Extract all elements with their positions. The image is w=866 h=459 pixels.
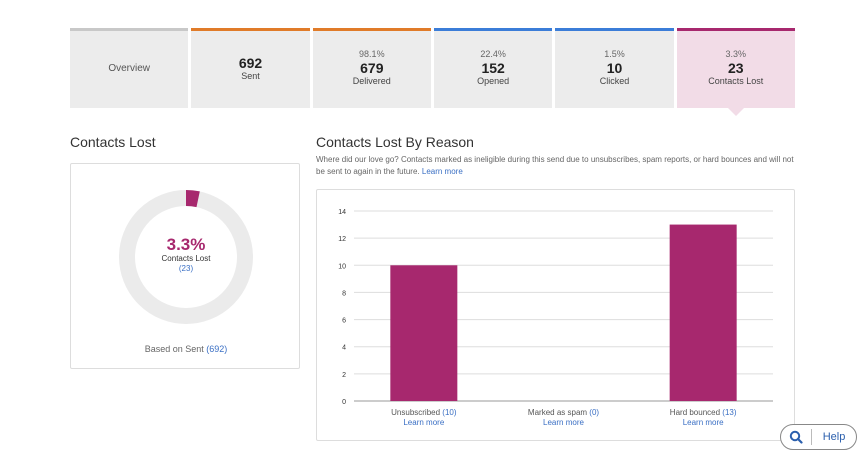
category-learn-more-link[interactable]: Learn more xyxy=(403,418,444,427)
tab-overview[interactable]: Overview xyxy=(70,28,189,108)
y-tick-label: 12 xyxy=(338,236,346,243)
tab-clicked-label: Clicked xyxy=(599,76,630,86)
donut-center: 3.3% Contacts Lost (23) xyxy=(71,236,301,274)
bar-hard-bounced xyxy=(669,224,737,401)
y-tick-label: 4 xyxy=(342,345,346,352)
by-reason-description-text: Where did our love go? Contacts marked a… xyxy=(316,155,794,176)
tab-sent-bar xyxy=(191,28,310,31)
x-tick-label: Unsubscribed (10) xyxy=(391,408,457,417)
by-reason-title: Contacts Lost By Reason xyxy=(316,134,474,150)
tab-contacts-lost-percent: 3.3% xyxy=(725,49,747,59)
metrics-tabs: Overview 692 Sent 98.1% 679 Delivered 22… xyxy=(70,28,795,116)
tab-clicked-count: 10 xyxy=(606,60,623,76)
tab-overview-label: Overview xyxy=(108,62,150,74)
tab-contacts-lost[interactable]: 3.3% 23 Contacts Lost xyxy=(676,28,795,116)
tab-delivered[interactable]: 98.1% 679 Delivered xyxy=(312,28,431,108)
tab-delivered-label: Delivered xyxy=(352,76,391,86)
y-tick-label: 6 xyxy=(342,318,346,325)
search-icon xyxy=(781,430,811,444)
by-reason-chart-card: 0 2 4 6 8 10 12 14 Unsubscribed (10) Learn more Ma… xyxy=(316,189,795,441)
y-tick-label: 10 xyxy=(338,263,346,270)
tab-clicked-percent: 1.5% xyxy=(604,49,625,59)
x-tick-label: Hard bounced (13) xyxy=(670,408,737,417)
tab-opened-count: 152 xyxy=(481,60,505,76)
tab-sent[interactable]: 692 Sent xyxy=(191,28,310,108)
y-tick-label: 2 xyxy=(342,372,346,379)
tab-contacts-lost-label: Contacts Lost xyxy=(708,76,764,86)
donut-percent: 3.3% xyxy=(166,235,206,254)
by-reason-description: Where did our love go? Contacts marked a… xyxy=(316,154,801,178)
tab-contacts-lost-count: 23 xyxy=(728,60,744,76)
based-on-sent-link[interactable]: (692) xyxy=(206,344,228,354)
category-learn-more-link[interactable]: Learn more xyxy=(543,418,584,427)
based-on-sent: Based on Sent (692) xyxy=(71,344,301,354)
contacts-lost-title: Contacts Lost xyxy=(70,134,156,150)
tab-clicked-bar xyxy=(555,28,674,31)
donut-slice-contacts-lost xyxy=(185,190,200,208)
help-label: Help xyxy=(822,431,846,443)
tab-contacts-lost-bar xyxy=(676,28,795,31)
y-tick-label: 8 xyxy=(342,290,346,297)
bar-unsubscribed xyxy=(390,265,458,401)
y-tick-label: 0 xyxy=(342,399,346,406)
tab-delivered-bar xyxy=(312,28,431,31)
tab-overview-bar xyxy=(70,28,189,31)
donut-chart xyxy=(119,190,253,324)
based-on-sent-text: Based on Sent xyxy=(144,344,204,354)
tab-delivered-percent: 98.1% xyxy=(359,49,385,59)
category-learn-more-link[interactable]: Learn more xyxy=(683,418,724,427)
tab-opened[interactable]: 22.4% 152 Opened xyxy=(433,28,553,108)
help-divider xyxy=(811,429,812,445)
tab-clicked[interactable]: 1.5% 10 Clicked xyxy=(555,28,674,108)
tab-opened-label: Opened xyxy=(477,76,510,86)
donut-label: Contacts Lost xyxy=(161,254,211,263)
tab-sent-count: 692 xyxy=(238,54,263,71)
tab-sent-label: Sent xyxy=(241,70,260,81)
tab-opened-bar xyxy=(433,28,553,31)
by-reason-learn-more-link[interactable]: Learn more xyxy=(421,167,463,176)
contacts-lost-card: 3.3% Contacts Lost (23) Based on Sent (6… xyxy=(70,163,300,369)
y-tick-label: 14 xyxy=(338,209,346,216)
help-button[interactable]: Help xyxy=(780,424,857,450)
x-tick-label: Marked as spam (0) xyxy=(528,408,599,417)
tab-opened-percent: 22.4% xyxy=(480,49,506,59)
tab-delivered-count: 679 xyxy=(360,60,384,76)
donut-count-link[interactable]: (23) xyxy=(178,264,194,273)
